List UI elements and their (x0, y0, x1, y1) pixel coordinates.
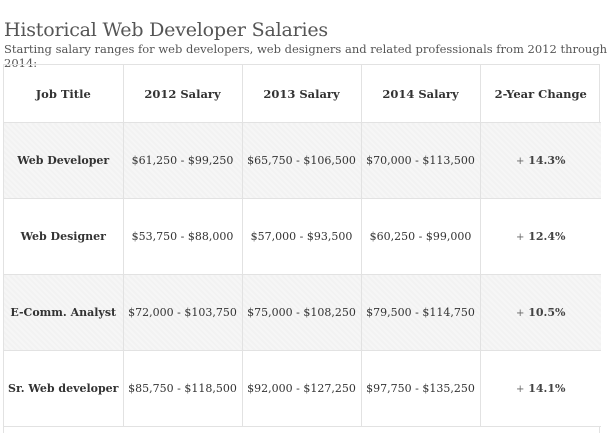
change-value: 12.4% (528, 230, 566, 243)
cell-2013-salary: $92,000 - $127,250 (242, 350, 362, 427)
cell-job-title: Web Developer (4, 122, 124, 199)
cell-2-year-change: + 14.3% (480, 122, 601, 199)
cell-2014-salary: $97,750 - $135,250 (361, 350, 481, 427)
change-value: 10.5% (528, 306, 566, 319)
cell-job-title: Sr. Web developer (4, 350, 124, 427)
table-row: Web Developer $61,250 - $99,250 $65,750 … (4, 122, 601, 199)
cell-2013-salary: $65,750 - $106,500 (242, 122, 362, 199)
cell-job-title: E-Comm. Analyst (4, 274, 124, 351)
header-2013-salary: 2013 Salary (242, 65, 362, 123)
cell-2013-salary: $57,000 - $93,500 (242, 198, 362, 275)
cell-2012-salary: $61,250 - $99,250 (123, 122, 243, 199)
table-body: Web Developer $61,250 - $99,250 $65,750 … (4, 122, 601, 427)
cell-2012-salary: $53,750 - $88,000 (123, 198, 243, 275)
table-row: Web Designer $53,750 - $88,000 $57,000 -… (4, 198, 601, 275)
change-sign: + (516, 232, 525, 243)
salary-table-container: Job Title 2012 Salary 2013 Salary 2014 S… (3, 64, 601, 433)
header-2014-salary: 2014 Salary (361, 65, 481, 123)
page-title: Historical Web Developer Salaries (4, 18, 328, 41)
cell-2-year-change: + 12.4% (480, 198, 601, 275)
header-2-year-change: 2-Year Change (480, 65, 601, 123)
table-row: Sr. Web developer $85,750 - $118,500 $92… (4, 350, 601, 427)
salary-table: Job Title 2012 Salary 2013 Salary 2014 S… (4, 65, 601, 427)
cell-2013-salary: $75,000 - $108,250 (242, 274, 362, 351)
header-job-title: Job Title (4, 65, 124, 123)
cell-2014-salary: $70,000 - $113,500 (361, 122, 481, 199)
change-value: 14.3% (528, 154, 566, 167)
table-row: E-Comm. Analyst $72,000 - $103,750 $75,0… (4, 274, 601, 351)
change-sign: + (516, 384, 525, 395)
change-value: 14.1% (528, 382, 566, 395)
cell-2014-salary: $60,250 - $99,000 (361, 198, 481, 275)
header-row: Job Title 2012 Salary 2013 Salary 2014 S… (4, 65, 601, 123)
change-sign: + (516, 156, 525, 167)
change-sign: + (516, 308, 525, 319)
cell-2014-salary: $79,500 - $114,750 (361, 274, 481, 351)
cell-job-title: Web Designer (4, 198, 124, 275)
cell-2012-salary: $85,750 - $118,500 (123, 350, 243, 427)
cell-2-year-change: + 10.5% (480, 274, 601, 351)
header-2012-salary: 2012 Salary (123, 65, 243, 123)
cell-2012-salary: $72,000 - $103,750 (123, 274, 243, 351)
cell-2-year-change: + 14.1% (480, 350, 601, 427)
table-header: Job Title 2012 Salary 2013 Salary 2014 S… (4, 65, 601, 123)
